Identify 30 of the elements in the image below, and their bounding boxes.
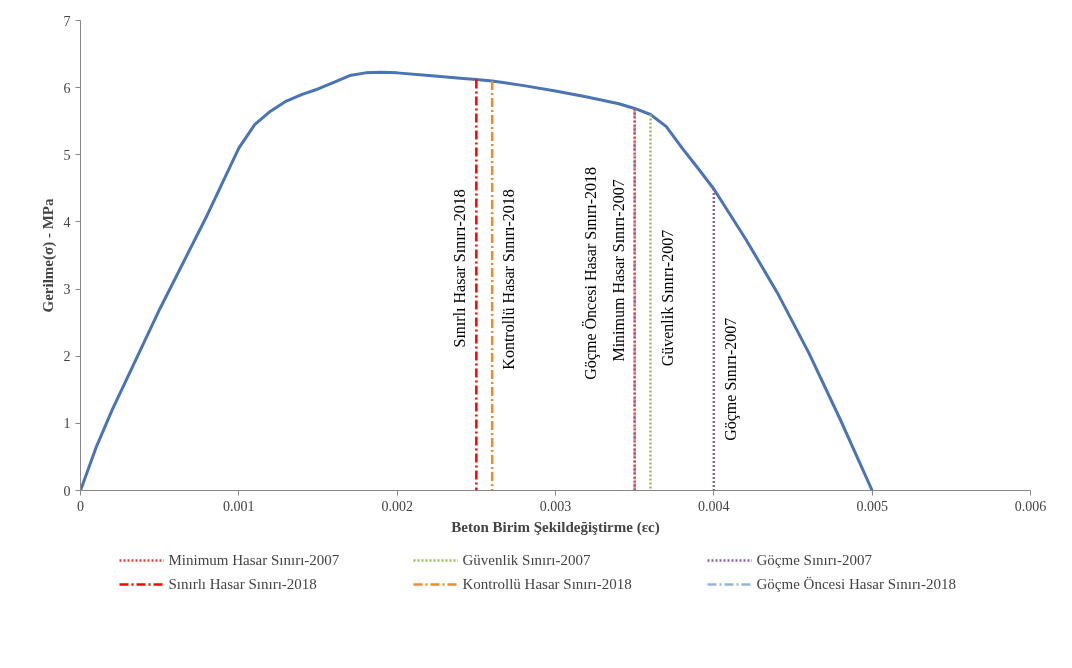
y-tick-label: 6	[63, 80, 71, 96]
annotation: Minimum Hasar Sınırı-2007	[609, 179, 627, 362]
y-tick-label: 1	[63, 416, 71, 432]
y-tick-label: 3	[63, 282, 71, 298]
legend-label: Güvenlik Sınırı-2007	[462, 551, 592, 569]
annotation: Güvenlik Sınırı-2007	[658, 229, 676, 367]
legend-label: Kontrollü Hasar Sınırı-2018	[462, 575, 633, 593]
x-tick-label: 0.002	[381, 498, 413, 514]
y-tick-label: 5	[63, 147, 71, 163]
legend-label: Sınırlı Hasar Sınırı-2018	[168, 575, 318, 593]
y-tick-label: 0	[63, 483, 71, 499]
x-tick-label: 0.006	[1014, 498, 1047, 514]
y-tick-label: 2	[63, 349, 71, 365]
annotation: Kontrollü Hasar Sınırı-2018	[500, 189, 518, 370]
annotation: Göçme Öncesi Hasar Sınırı-2018	[581, 166, 600, 380]
x-tick-label: 0.001	[223, 498, 255, 514]
y-axis-title: Gerilme(σ) - MPa	[39, 198, 57, 313]
line-series	[80, 70, 874, 491]
x-tick-label: 0.005	[856, 498, 888, 514]
x-tick-label: 0.004	[698, 498, 730, 514]
x-axis-title: Beton Birim Şekildeğiştirme (εc)	[451, 518, 660, 536]
legend-label: Göçme Öncesi Hasar Sınırı-2018	[756, 575, 958, 593]
y-tick-label: 7	[63, 13, 71, 29]
y-tick-label: 4	[63, 214, 71, 230]
annotation: Sınırlı Hasar Sınırı-2018	[451, 189, 469, 348]
x-tick-label: 0	[77, 498, 84, 514]
legend-label: Minimum Hasar Sınırı-2007	[168, 551, 341, 569]
legend-label: Göçme Sınırı-2007	[756, 551, 873, 569]
annotation: Göçme Sınırı-2007	[721, 317, 740, 441]
x-tick-label: 0.003	[539, 498, 572, 514]
